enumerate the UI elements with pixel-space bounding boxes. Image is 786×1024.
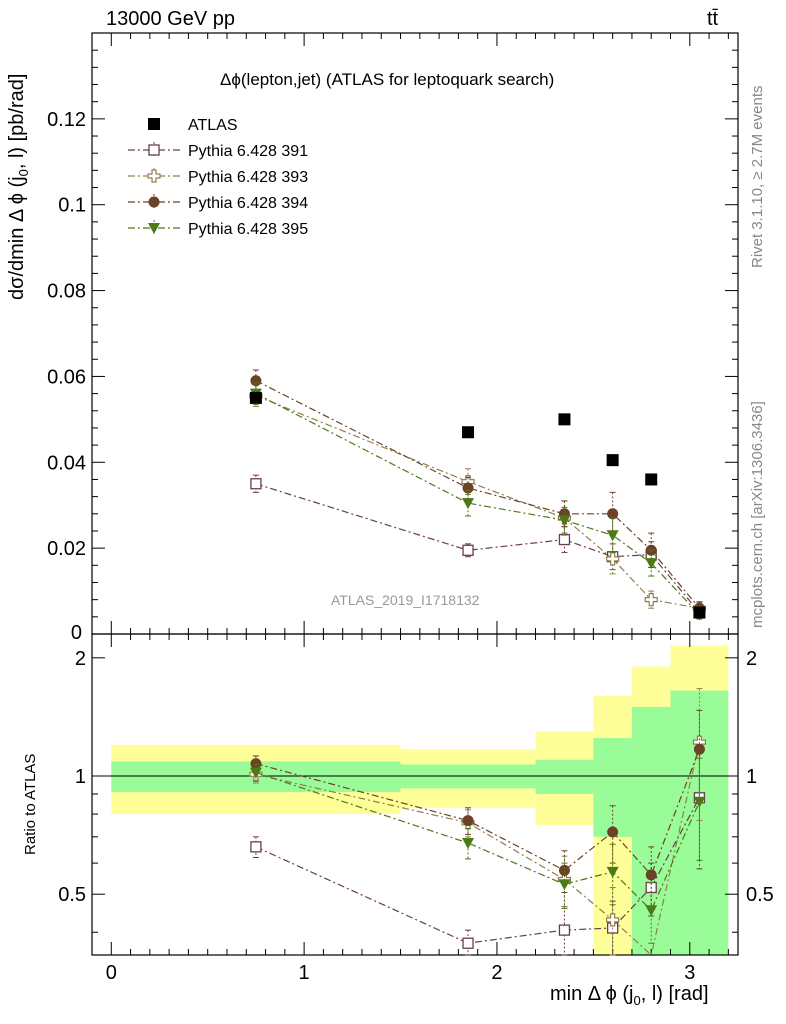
ratio-point-pythia-6-428-394 bbox=[607, 826, 619, 838]
ratio-y-tick-label: 2 bbox=[75, 648, 86, 670]
ratio-y-tick-label-right: 1 bbox=[746, 766, 757, 788]
main-point-atlas bbox=[249, 391, 262, 404]
main-point-atlas bbox=[606, 454, 619, 467]
y-tick-label-zero: 0 bbox=[71, 622, 82, 644]
x-tick-label: 2 bbox=[491, 962, 502, 984]
main-point-pythia-6-428-395 bbox=[645, 558, 658, 570]
main-point-atlas bbox=[558, 413, 571, 426]
ratio-point-pythia-6-428-395 bbox=[645, 905, 658, 917]
legend-label-pythia-6-428-393: Pythia 6.428 393 bbox=[188, 169, 308, 186]
ratio-y-tick-label-right: 2 bbox=[746, 648, 757, 670]
energy-label: 13000 GeV pp bbox=[106, 8, 235, 30]
ratio-y-tick-label: 0.5 bbox=[58, 884, 86, 906]
y-tick-label: 0.1 bbox=[58, 195, 86, 217]
y-tick-label: 0.08 bbox=[47, 281, 86, 303]
ratio-inner-band bbox=[535, 759, 594, 794]
legend-marker-pythia-6-428-393 bbox=[147, 169, 161, 183]
x-tick-label: 0 bbox=[106, 962, 117, 984]
main-point-atlas bbox=[462, 426, 475, 439]
ratio-point-pythia-6-428-395 bbox=[558, 879, 571, 891]
legend-marker-pythia-6-428-395 bbox=[148, 223, 160, 234]
main-point-pythia-6-428-391 bbox=[558, 533, 571, 546]
legend-marker-pythia-6-428-394 bbox=[148, 196, 160, 208]
ratio-inner-band bbox=[593, 737, 632, 837]
main-point-pythia-6-428-394 bbox=[462, 482, 474, 494]
analysis-label: ATLAS_2019_I1718132 bbox=[331, 592, 480, 608]
main-point-pythia-6-428-391 bbox=[250, 478, 262, 490]
plot-title: Δϕ(lepton,jet) (ATLAS for leptoquark sea… bbox=[220, 70, 555, 89]
ratio-point-pythia-6-428-394 bbox=[462, 815, 474, 827]
main-line-pythia-6-428-393 bbox=[255, 395, 700, 609]
main-point-pythia-6-428-394 bbox=[607, 508, 619, 520]
main-point-pythia-6-428-395 bbox=[558, 515, 571, 527]
ratio-line-pythia-6-428-395 bbox=[255, 772, 700, 912]
ratio-line-pythia-6-428-394 bbox=[255, 748, 700, 877]
x-axis-label: min Δ ϕ (j0, l) [rad] bbox=[550, 983, 709, 1008]
ratio-line-pythia-6-428-393 bbox=[255, 741, 700, 957]
ratio-point-pythia-6-428-395 bbox=[462, 838, 475, 850]
y-tick-label: 0.04 bbox=[47, 452, 86, 474]
x-tick-label: 3 bbox=[684, 962, 695, 984]
y-tick-label: 0.02 bbox=[47, 538, 86, 560]
main-line-pythia-6-428-394 bbox=[255, 380, 700, 609]
ratio-plot-frame bbox=[91, 633, 739, 956]
legend-marker-atlas bbox=[148, 118, 160, 130]
y-tick-label: 0.06 bbox=[47, 366, 86, 388]
legend-label-atlas: ATLAS bbox=[188, 117, 238, 134]
ratio-point-pythia-6-428-391 bbox=[558, 924, 571, 936]
main-point-pythia-6-428-391 bbox=[462, 544, 474, 556]
ratio-point-pythia-6-428-394 bbox=[558, 864, 570, 876]
legend-label-pythia-6-428-395: Pythia 6.428 395 bbox=[188, 221, 308, 238]
main-point-atlas bbox=[645, 473, 658, 486]
ratio-y-tick-label-right: 0.5 bbox=[746, 884, 774, 906]
main-line-pythia-6-428-395 bbox=[255, 393, 700, 616]
ratio-point-pythia-6-428-391 bbox=[462, 937, 474, 949]
legend-label-pythia-6-428-394: Pythia 6.428 394 bbox=[188, 195, 308, 212]
mcplots-label: mcplots.cern.ch [arXiv:1306.3436] bbox=[749, 401, 766, 628]
y-tick-label: 0.12 bbox=[47, 109, 86, 131]
main-y-axis-label: dσ/dmin Δ ϕ (j0, l) [pb/rad] bbox=[6, 73, 31, 300]
main-line-pythia-6-428-391 bbox=[255, 483, 700, 613]
main-point-pythia-6-428-395 bbox=[606, 530, 619, 542]
main-point-pythia-6-428-393 bbox=[606, 552, 620, 566]
ratio-y-axis-label: Ratio to ATLAS bbox=[22, 753, 39, 855]
rivet-label: Rivet 3.1.10, ≥ 2.7M events bbox=[749, 85, 766, 269]
ratio-point-pythia-6-428-395 bbox=[606, 866, 619, 878]
legend-label-pythia-6-428-391: Pythia 6.428 391 bbox=[188, 143, 308, 160]
ratio-point-pythia-6-428-394 bbox=[693, 743, 705, 755]
legend-marker-pythia-6-428-391 bbox=[148, 144, 160, 156]
x-tick-label: 1 bbox=[299, 962, 310, 984]
ratio-point-pythia-6-428-395 bbox=[693, 796, 706, 808]
ratio-inner-band bbox=[631, 706, 671, 955]
main-point-pythia-6-428-395 bbox=[462, 498, 475, 510]
main-point-pythia-6-428-394 bbox=[250, 375, 262, 387]
ratio-point-pythia-6-428-393 bbox=[606, 913, 620, 927]
ratio-point-pythia-6-428-394 bbox=[645, 869, 657, 881]
main-point-atlas bbox=[693, 606, 706, 619]
process-label: tt̄ bbox=[707, 8, 719, 30]
main-point-pythia-6-428-393 bbox=[644, 593, 658, 607]
ratio-line-pythia-6-428-391 bbox=[255, 797, 700, 944]
ratio-point-pythia-6-428-395 bbox=[249, 767, 262, 779]
ratio-point-pythia-6-428-394 bbox=[250, 758, 262, 770]
ratio-point-pythia-6-428-391 bbox=[250, 841, 262, 853]
ratio-y-tick-label: 1 bbox=[75, 766, 86, 788]
